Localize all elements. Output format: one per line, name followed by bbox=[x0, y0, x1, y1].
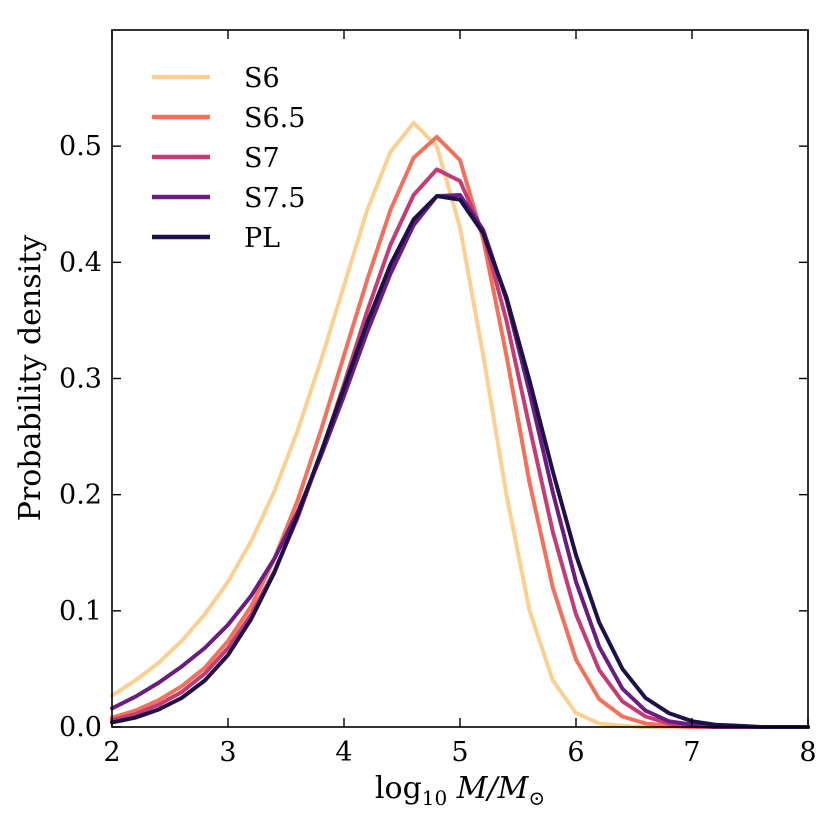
x-tick-label: 4 bbox=[335, 737, 352, 768]
ticks-layer: 2 3 4 5 6 7 8 0.0 0.1 0.2 0.3 0.4 0.5 bbox=[59, 30, 817, 768]
x-tick-label: 8 bbox=[799, 737, 816, 768]
legend: S6 S6.5 S7 S7.5 PL bbox=[152, 63, 305, 254]
y-tick-label: 0.3 bbox=[59, 364, 102, 395]
x-tick-label: 6 bbox=[567, 737, 584, 768]
x-tick-label: 2 bbox=[103, 737, 120, 768]
x-tick-label: 5 bbox=[451, 737, 468, 768]
legend-label-s6-5: S6.5 bbox=[244, 103, 305, 134]
legend-label-s6: S6 bbox=[244, 63, 280, 94]
x-tick-label: 3 bbox=[219, 737, 236, 768]
y-tick-label: 0.2 bbox=[59, 480, 102, 511]
y-tick-label: 0.4 bbox=[59, 247, 102, 278]
x-axis-label: log10 M/M⊙ bbox=[375, 771, 545, 810]
plot-frame bbox=[111, 29, 809, 728]
x-axis-label-sun-subscript: ⊙ bbox=[528, 786, 545, 810]
y-tick-label: 0.0 bbox=[59, 712, 102, 743]
x-tick-label: 7 bbox=[683, 737, 700, 768]
y-axis-label: Probability density bbox=[13, 235, 48, 522]
x-axis-label-mass: M/M bbox=[447, 771, 529, 806]
x-axis-label-subscript: 10 bbox=[422, 786, 447, 810]
legend-label-pl: PL bbox=[244, 223, 280, 254]
x-axis-label-base: log bbox=[375, 771, 422, 806]
legend-label-s7: S7 bbox=[244, 143, 280, 174]
y-tick-label: 0.1 bbox=[59, 596, 102, 627]
legend-label-s7-5: S7.5 bbox=[244, 183, 305, 214]
y-tick-label: 0.5 bbox=[59, 131, 102, 162]
